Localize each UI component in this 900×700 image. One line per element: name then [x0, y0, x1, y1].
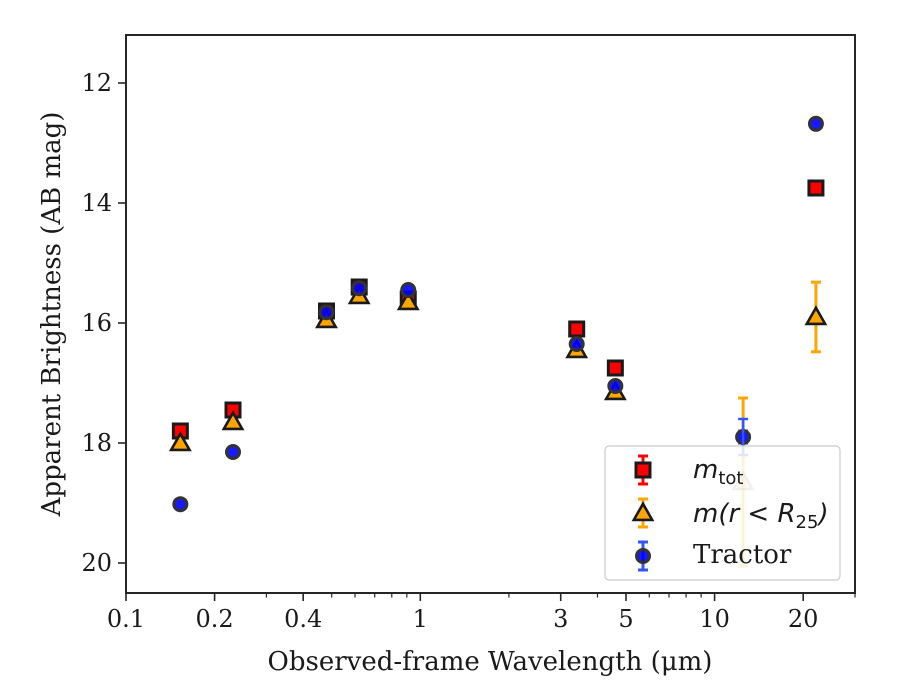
legend-tractor-circle-marker [635, 548, 651, 564]
legend-label-tractor: Tractor [693, 540, 792, 570]
legend-handles [631, 454, 655, 572]
x-tick-label: 0.1 [107, 605, 145, 633]
mtot-square-marker [568, 320, 586, 338]
tractor-circle-marker [807, 115, 824, 132]
x-axis-ticks: 0.1 0.2 0.4 1 3 5 10 20 [107, 593, 856, 633]
tractor-circle-marker [318, 304, 335, 321]
x-tick-label: 10 [699, 605, 730, 633]
mr25-triangle-marker [221, 410, 245, 431]
legend-mtot-square-marker [634, 461, 652, 479]
mtot-square-marker [807, 179, 825, 197]
legend-label-mtot-sub: tot [718, 468, 743, 489]
x-tick-label: 0.4 [284, 605, 322, 633]
legend-mr25-triangle-marker [631, 501, 655, 522]
legend-label-mr25-close: ) [816, 499, 828, 529]
y-tick-label: 18 [81, 429, 112, 457]
y-tick-label: 16 [81, 309, 112, 337]
legend-label-mtot: mtot [693, 455, 743, 489]
y-tick-label: 20 [81, 549, 112, 577]
x-tick-label: 5 [618, 605, 633, 633]
mr25-triangle-marker [396, 290, 420, 311]
tractor-circle-marker [225, 444, 242, 460]
x-tick-label: 1 [413, 605, 428, 633]
tractor-circle-marker [568, 336, 585, 352]
tractor-circle-marker [607, 378, 624, 394]
tractor-circle-marker [172, 496, 189, 513]
legend-label-mr25: m(r < R25) [693, 499, 829, 533]
mr25-triangle-marker [804, 305, 828, 326]
y-axis-title: Apparent Brightness (AB mag) [37, 112, 67, 518]
legend-frame [604, 445, 841, 581]
x-tick-label: 3 [553, 605, 568, 633]
y-tick-label: 12 [81, 69, 112, 97]
legend-label-mtot-main: m [693, 455, 718, 485]
legend-label-mr25-main: m(r < R [693, 499, 796, 529]
tractor-circle-marker [400, 282, 417, 298]
x-axis-title: Observed-frame Wavelength (μm) [268, 647, 713, 677]
x-tick-label: 0.2 [196, 605, 234, 633]
x-tick-label: 20 [788, 605, 819, 633]
legend: mtot m(r < R25) Tractor [604, 445, 841, 581]
y-axis-ticks: 12 14 16 18 20 [81, 69, 126, 577]
mtot-square-marker [606, 359, 624, 377]
legend-label-mr25-sub: 25 [796, 512, 819, 533]
data-markers [168, 115, 828, 513]
tractor-circle-marker [351, 280, 368, 297]
mr25-triangle-marker [168, 431, 192, 452]
y-tick-label: 14 [81, 189, 112, 217]
